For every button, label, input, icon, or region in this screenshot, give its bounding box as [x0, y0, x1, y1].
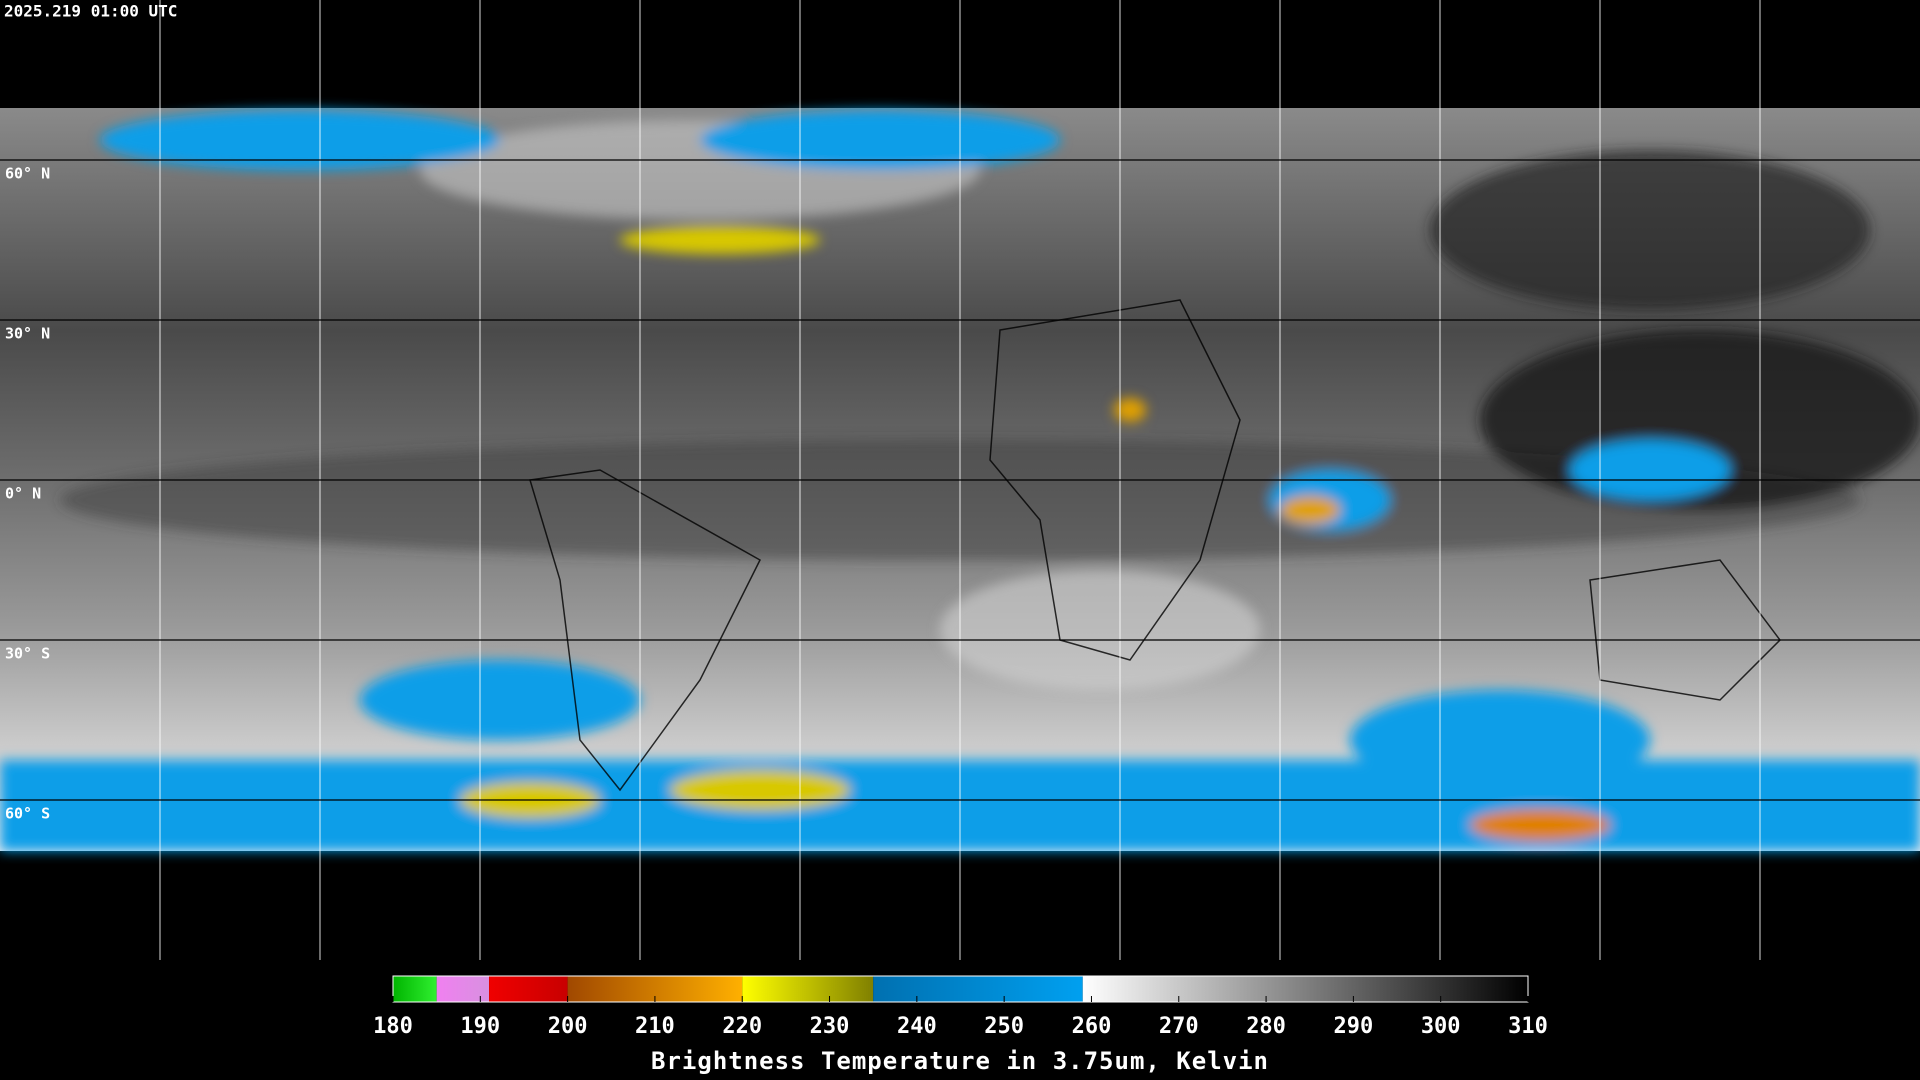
colorbar-tick-label: 250 [984, 1014, 1024, 1039]
colorbar-tick-label: 290 [1334, 1014, 1374, 1039]
latitude-label: 30° N [5, 325, 50, 343]
colorbar: 180 190 200 210 220 230 240 250 260 270 280 290 300 3… [373, 975, 1548, 1039]
colorbar-tick-label: 280 [1246, 1014, 1286, 1039]
colorbar-tick-label: 300 [1421, 1014, 1461, 1039]
colorbar-segment [1082, 976, 1528, 1002]
colorbar-tick-label: 190 [460, 1014, 500, 1039]
colorbar-segment [489, 976, 568, 1002]
colorbar-tick-label: 180 [373, 1014, 413, 1039]
latitude-label: 30° S [5, 645, 50, 663]
colorbar-segment [436, 976, 490, 1002]
latitude-label: 0° N [5, 485, 41, 503]
timestamp: 2025.219 01:00 UTC [4, 2, 177, 21]
colorbar-tick-label: 210 [635, 1014, 675, 1039]
latitude-label: 60° N [5, 165, 50, 183]
latitude-label: 60° S [5, 805, 50, 823]
colorbar-tick-label: 240 [897, 1014, 937, 1039]
colorbar-tick-label: 230 [810, 1014, 850, 1039]
colorbar-tick-label: 260 [1072, 1014, 1112, 1039]
colorbar-title: Brightness Temperature in 3.75um, Kelvin [651, 1047, 1269, 1075]
colorbar-segment [873, 976, 1083, 1002]
colorbar-tick-label: 220 [722, 1014, 762, 1039]
colorbar-tick-label: 200 [548, 1014, 588, 1039]
colorbar-segment [393, 976, 437, 1002]
colorbar-tick-label: 310 [1508, 1014, 1548, 1039]
graticule [159, 0, 1761, 960]
colorbar-frame [392, 975, 1529, 1003]
colorbar-segment [742, 976, 874, 1002]
colorbar-tick-label: 270 [1159, 1014, 1199, 1039]
latitude-labels: 60° N 30° N 0° N 30° S 60° S [5, 165, 50, 823]
